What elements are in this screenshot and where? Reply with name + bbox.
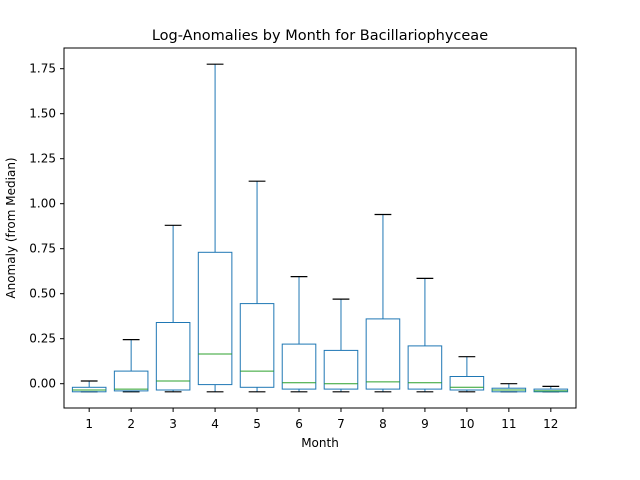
box-month-4 [197,63,233,393]
box-iqr [239,303,275,388]
x-tick-label: 10 [459,417,474,431]
box-month-12 [533,385,569,393]
y-tick-label: 1.25 [29,152,56,166]
y-axis: 0.00 0.25 0.50 0.75 1.00 1.25 1.50 1.75 [29,62,64,391]
x-tick-label: 2 [127,417,135,431]
box-iqr [155,322,191,391]
x-tick-label: 1 [85,417,93,431]
x-tick-label: 8 [379,417,387,431]
box-iqr [323,349,359,390]
box-iqr [407,345,443,390]
y-axis-label: Anomaly (from Median) [4,157,18,298]
box-month-2 [113,339,149,393]
y-tick-label: 1.50 [29,107,56,121]
box-iqr [365,318,401,390]
x-axis: 1 2 3 4 5 6 7 8 9 10 11 12 [85,408,558,431]
box-iqr [281,343,317,390]
y-tick-label: 1.75 [29,62,56,76]
y-tick-label: 1.00 [29,197,56,211]
box-iqr [449,376,485,391]
box-month-11 [491,383,527,393]
x-tick-label: 4 [211,417,219,431]
x-tick-label: 5 [253,417,261,431]
x-tick-label: 12 [543,417,558,431]
box-month-1 [71,380,107,393]
x-tick-label: 6 [295,417,303,431]
y-tick-label: 0.50 [29,287,56,301]
x-tick-label: 11 [501,417,516,431]
x-axis-label: Month [301,436,339,450]
box-month-3 [155,224,191,393]
box-month-8 [365,213,401,393]
y-tick-label: 0.25 [29,332,56,346]
x-tick-label: 3 [169,417,177,431]
box-iqr [113,370,149,392]
chart-title: Log-Anomalies by Month for Bacillariophy… [152,28,488,44]
box-month-7 [323,298,359,393]
y-tick-label: 0.00 [29,377,56,391]
box-series [71,63,569,393]
x-tick-label: 9 [421,417,429,431]
axes-frame [63,47,577,409]
box-iqr [197,251,233,386]
y-tick-label: 0.75 [29,242,56,256]
box-month-9 [407,277,443,393]
box-month-10 [449,356,485,393]
box-month-6 [281,276,317,393]
x-tick-label: 7 [337,417,345,431]
box-month-5 [239,180,275,393]
